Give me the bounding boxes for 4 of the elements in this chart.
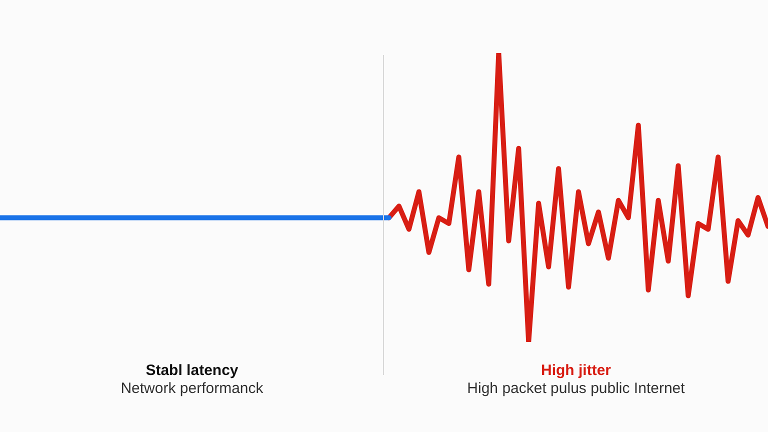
text: High packet pulus public Internet [466, 380, 686, 397]
text: High jitter [540, 362, 612, 379]
text: Network performanck [120, 380, 264, 397]
text: Stabl latency [144, 362, 240, 379]
